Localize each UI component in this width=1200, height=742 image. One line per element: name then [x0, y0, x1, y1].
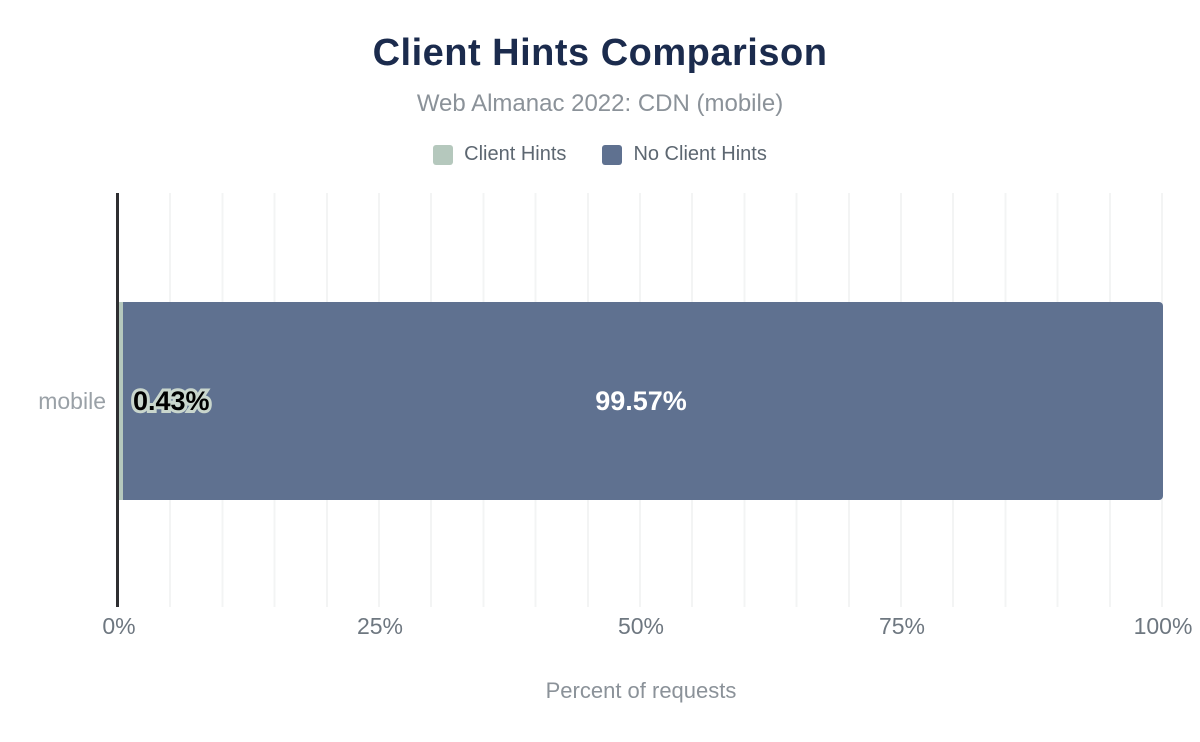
- client-hints-swatch: [433, 144, 454, 165]
- x-tick-0: 0%: [102, 613, 136, 639]
- legend-item-no-client-hints[interactable]: No Client Hints: [602, 143, 767, 166]
- bar-row-mobile: [119, 302, 1163, 500]
- legend-label-client-hints: Client Hints: [464, 143, 567, 165]
- x-tick-25: 25%: [356, 613, 404, 639]
- plot-area: 0.43% 0.43% 99.57%: [116, 193, 1163, 607]
- no-client-hints-swatch: [602, 144, 623, 165]
- x-axis-ticks: 0% 25% 50% 75% 100%: [102, 613, 1192, 643]
- legend-label-no-client-hints: No Client Hints: [633, 143, 767, 165]
- legend-item-client-hints[interactable]: Client Hints: [433, 143, 566, 166]
- value-label-no-client-hints: 99.57%: [595, 385, 687, 416]
- value-label-client-hints: 0.43% 0.43%: [130, 383, 213, 419]
- x-tick-75: 75%: [878, 613, 926, 639]
- chart-subtitle: Web Almanac 2022: CDN (mobile): [416, 90, 784, 117]
- bar-segment-client-hints[interactable]: [119, 302, 124, 500]
- x-tick-50: 50%: [617, 613, 665, 639]
- x-tick-100: 100%: [1133, 613, 1193, 639]
- chart-title: Client Hints Comparison: [372, 32, 828, 74]
- legend: Client Hints No Client Hints: [0, 143, 1200, 166]
- bar-segment-no-client-hints[interactable]: [123, 302, 1163, 500]
- x-axis-title: Percent of requests: [545, 678, 737, 703]
- category-label-mobile: mobile: [38, 388, 106, 414]
